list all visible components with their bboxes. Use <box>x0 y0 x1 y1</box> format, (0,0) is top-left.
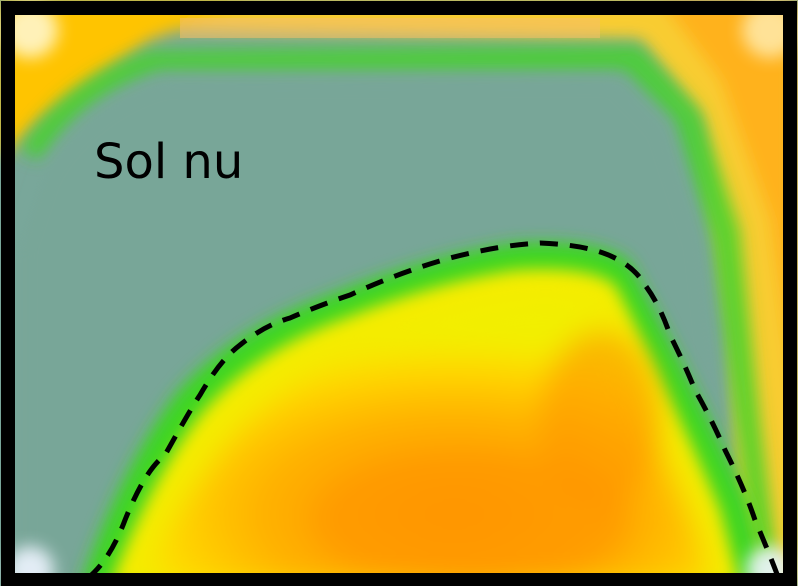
vegetation-boundary-dashed-line <box>86 240 783 583</box>
bare-soil-label: Sol nu <box>94 134 244 190</box>
